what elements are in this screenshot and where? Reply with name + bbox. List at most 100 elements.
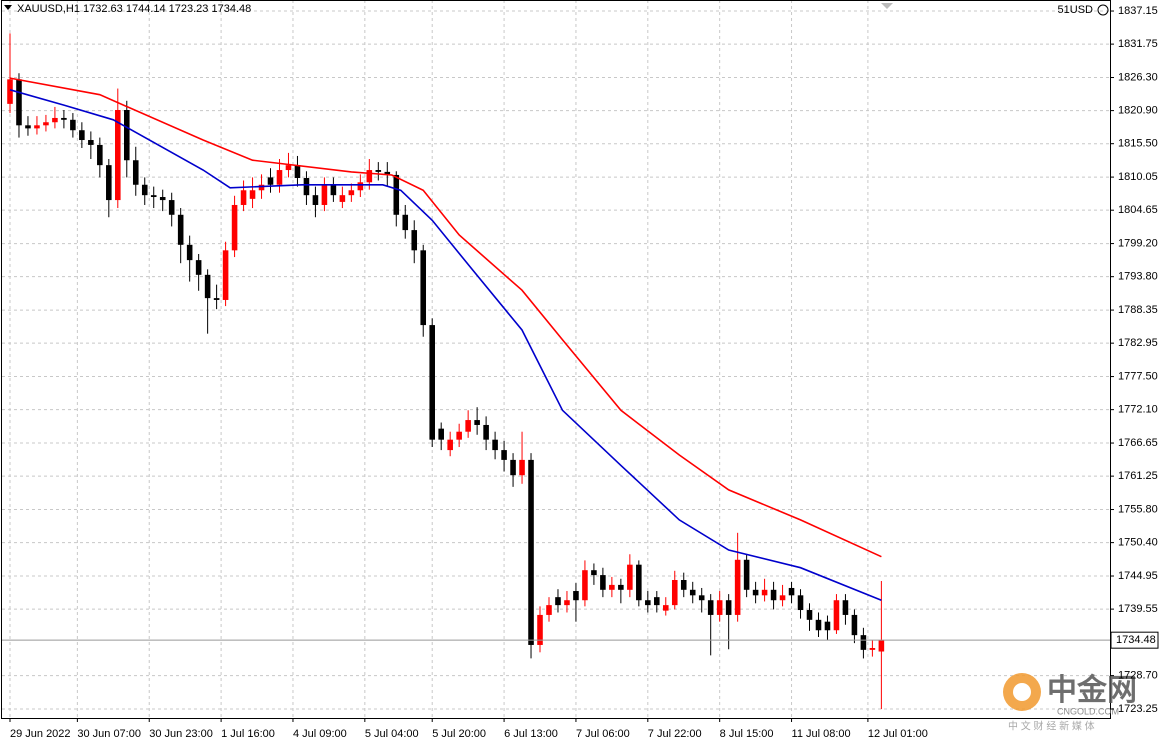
corner-label: 51USD <box>1058 4 1094 16</box>
shift-marker[interactable] <box>881 3 893 9</box>
candle-body <box>52 117 58 123</box>
candle-body <box>582 570 588 601</box>
watermark: 中金网 CNGOLD.COM 中 文 财 经 新 媒 体 <box>1003 673 1137 733</box>
y-tick-label: 1728.70 <box>1118 670 1158 682</box>
candle-body <box>258 184 265 191</box>
candle-body <box>564 600 570 606</box>
candle-body <box>492 439 498 451</box>
y-tick-label: 1815.50 <box>1118 138 1158 150</box>
candle-body <box>70 119 76 131</box>
candle-body <box>698 595 705 601</box>
candle-body <box>213 298 220 300</box>
x-tick-label: 5 Jul 04:00 <box>365 728 419 740</box>
candle-body <box>671 580 678 606</box>
candle-body <box>770 589 777 601</box>
watermark-logo-inner <box>1013 683 1031 701</box>
candle-body <box>483 424 489 440</box>
candle-body <box>689 589 696 596</box>
candle-body <box>115 109 121 201</box>
plot-area <box>7 33 885 710</box>
candle-body <box>474 420 480 425</box>
close-icon[interactable] <box>1097 4 1109 16</box>
plot-frame <box>1 0 1111 719</box>
candle-body <box>375 170 382 172</box>
candle-body <box>645 600 651 606</box>
candle-body <box>537 614 543 645</box>
chart-title: XAUUSD,H1 1732.63 1744.14 1723.23 1734.4… <box>17 3 251 15</box>
candle-body <box>420 250 427 326</box>
candle-body <box>294 165 301 179</box>
x-tick-label: 30 Jun 07:00 <box>77 728 141 740</box>
y-tick-label: 1804.65 <box>1118 204 1158 216</box>
candle-body <box>249 190 256 199</box>
y-tick-label: 1826.30 <box>1118 71 1158 83</box>
y-tick-label: 1761.25 <box>1118 470 1158 482</box>
candle-body <box>123 109 130 161</box>
y-tick-label: 1788.35 <box>1118 304 1158 316</box>
candle-body <box>510 459 516 476</box>
candle-body <box>411 230 418 251</box>
x-tick-label: 30 Jun 23:00 <box>149 728 213 740</box>
last-price-box <box>1110 631 1159 649</box>
y-tick-label: 1739.55 <box>1118 603 1158 615</box>
candle-body <box>106 165 112 201</box>
candle-body <box>555 597 561 606</box>
candle-body <box>761 589 768 596</box>
x-tick-label: 7 Jul 06:00 <box>576 728 630 740</box>
candle-body <box>654 597 660 606</box>
moving-average <box>9 89 882 601</box>
y-tick-label: 1810.05 <box>1118 171 1158 183</box>
x-tick-label: 5 Jul 20:00 <box>432 728 486 740</box>
candle-body <box>34 125 40 129</box>
y-tick-label: 1772.10 <box>1118 404 1158 416</box>
candle-body <box>195 260 202 275</box>
menu-arrow[interactable] <box>4 5 12 10</box>
y-tick-label: 1820.90 <box>1118 105 1158 117</box>
y-tick-label: 1799.20 <box>1118 237 1158 249</box>
x-tick-label: 7 Jul 22:00 <box>648 728 702 740</box>
candle-body <box>312 195 319 205</box>
y-tick-label: 1723.25 <box>1118 703 1158 715</box>
candle-body <box>357 182 364 191</box>
candle-body <box>609 584 615 590</box>
candle-body <box>869 648 876 650</box>
x-tick-label: 29 Jun 2022 <box>10 728 71 740</box>
grid <box>2 0 1110 718</box>
candle-body <box>797 595 804 611</box>
candle-body <box>141 184 148 196</box>
candle-body <box>393 174 400 215</box>
watermark-site: CNGOLD.COM <box>1057 706 1119 716</box>
candle-body <box>833 600 840 631</box>
candle-body <box>725 600 732 615</box>
candle-body <box>231 204 238 251</box>
candle-body <box>7 79 13 104</box>
y-tick-label: 1831.75 <box>1118 38 1158 50</box>
y-tick-label: 1837.15 <box>1118 5 1158 17</box>
candle-body <box>303 178 310 196</box>
candle-body <box>168 200 175 215</box>
candle-body <box>788 587 795 596</box>
candle-body <box>240 190 247 205</box>
candle-body <box>339 195 346 202</box>
y-tick-label: 1744.95 <box>1118 570 1158 582</box>
candle-body <box>402 214 409 231</box>
candle-body <box>806 610 813 620</box>
candle-body <box>591 570 597 576</box>
candle-body <box>222 250 229 300</box>
candle-body <box>815 619 822 631</box>
candle-body <box>97 144 103 166</box>
candle-body <box>519 459 525 476</box>
candle-body <box>851 614 858 636</box>
moving-average <box>9 77 882 558</box>
candle-body <box>429 325 435 440</box>
y-tick-label: 1782.95 <box>1118 337 1158 349</box>
candle-body <box>177 214 184 245</box>
candle-body <box>366 170 373 183</box>
x-tick-label: 8 Jul 15:00 <box>720 728 774 740</box>
candle-body <box>618 584 624 590</box>
last-price-label: 1734.48 <box>1116 634 1156 646</box>
candle-body <box>573 591 579 601</box>
candle-body <box>447 439 453 451</box>
candle-body <box>150 195 157 198</box>
watermark-slogan: 中 文 财 经 新 媒 体 <box>1008 720 1095 733</box>
